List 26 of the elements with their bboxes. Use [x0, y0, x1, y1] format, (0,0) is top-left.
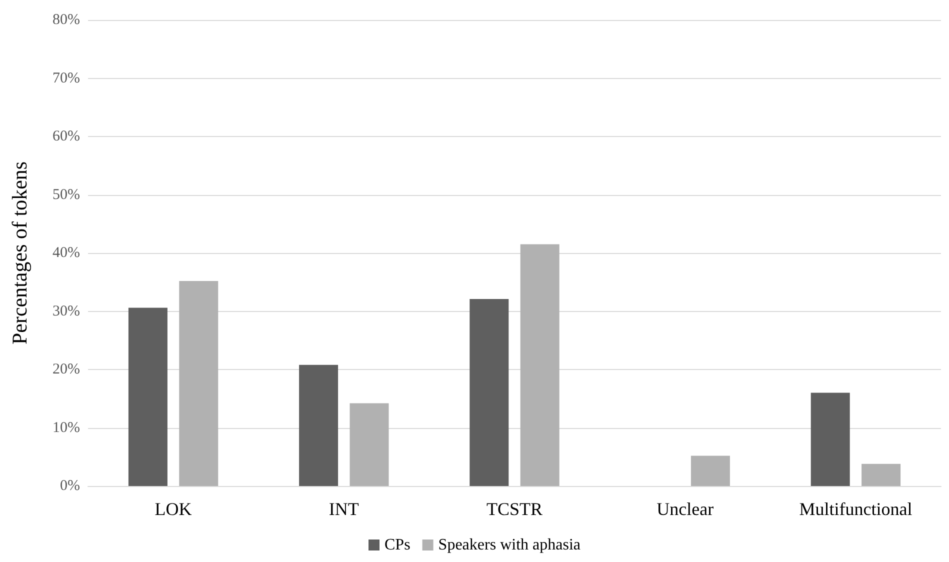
- legend-label: Speakers with aphasia: [438, 536, 580, 554]
- y-tick-label: 80%: [52, 12, 80, 28]
- y-tick-label: 70%: [52, 70, 80, 86]
- bar: [690, 456, 730, 486]
- legend-label: CPs: [384, 536, 410, 554]
- x-tick-label: Unclear: [656, 499, 714, 519]
- x-tick-label: INT: [328, 499, 359, 519]
- y-tick-label: 10%: [52, 420, 80, 436]
- x-tick-label: TCSTR: [486, 499, 543, 519]
- bar: [520, 244, 560, 486]
- y-axis-title: Percentages of tokens: [8, 161, 32, 345]
- y-tick-label: 30%: [52, 303, 80, 320]
- y-tick-label: 50%: [52, 186, 80, 203]
- bar: [470, 299, 509, 486]
- bar: [299, 364, 338, 486]
- bar: [810, 392, 850, 486]
- x-tick-label: Multifunctional: [799, 499, 912, 519]
- bar: [862, 464, 901, 486]
- y-tick-label: 40%: [52, 245, 80, 261]
- y-tick-label: 20%: [52, 362, 80, 378]
- y-tick-label: 0%: [60, 478, 80, 494]
- x-tick-label: LOK: [154, 499, 192, 519]
- bar: [179, 280, 218, 486]
- y-tick-label: 60%: [52, 128, 80, 144]
- bar: [128, 308, 168, 486]
- bar: [350, 403, 389, 486]
